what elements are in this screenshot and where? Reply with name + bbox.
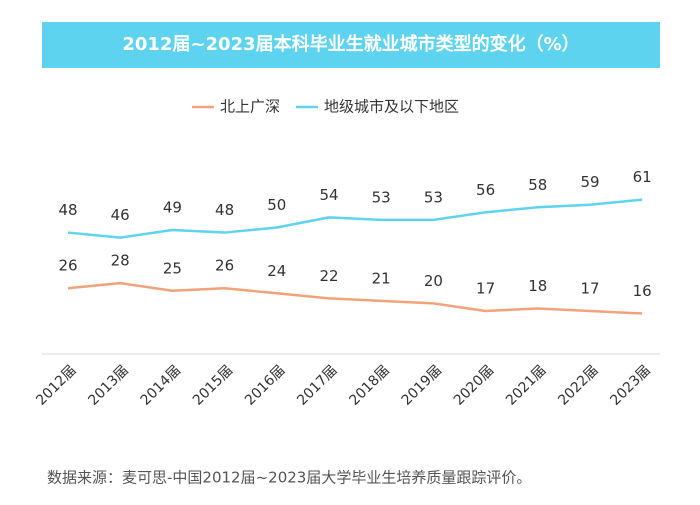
legend-label: 地级城市及以下地区: [324, 98, 459, 116]
x-tick-label: 2016届: [242, 362, 288, 408]
x-tick-label: 2023届: [607, 362, 653, 408]
x-tick-label: 2017届: [294, 362, 340, 408]
x-tick-label: 2019届: [399, 362, 445, 408]
value-label: 17: [476, 279, 495, 297]
value-label: 53: [372, 188, 391, 206]
value-label: 58: [528, 176, 547, 194]
value-label: 50: [267, 196, 286, 214]
value-label: 54: [319, 186, 338, 204]
title-bar: [42, 22, 660, 68]
x-tick-label: 2020届: [451, 362, 497, 408]
x-tick-label: 2018届: [346, 362, 392, 408]
line-series: [67, 198, 643, 239]
x-tick-label: 2022届: [555, 362, 601, 408]
chart-title: 2012届~2023届本科毕业生就业城市类型的变化（%）: [122, 33, 579, 55]
value-label: 46: [111, 206, 130, 224]
value-label: 20: [424, 272, 443, 290]
value-label: 26: [215, 257, 234, 275]
source-note: 数据来源：麦可思-中国2012届~2023届大学毕业生培养质量跟踪评价。: [47, 469, 531, 487]
value-label: 49: [163, 199, 182, 217]
value-label: 56: [476, 181, 495, 199]
value-label: 18: [528, 277, 547, 295]
value-label: 48: [58, 201, 77, 219]
x-tick-label: 2014届: [138, 362, 184, 408]
x-tick-label: 2013届: [85, 362, 131, 408]
value-label: 28: [111, 252, 130, 270]
value-label: 48: [215, 201, 234, 219]
value-label: 53: [424, 188, 443, 206]
value-label: 61: [633, 168, 652, 186]
value-label: 16: [633, 282, 652, 300]
value-label: 26: [58, 257, 77, 275]
value-label: 59: [580, 173, 599, 191]
x-tick-label: 2021届: [503, 362, 549, 408]
x-tick-label: 2012届: [33, 362, 79, 408]
value-label: 24: [267, 262, 286, 280]
value-label: 22: [319, 267, 338, 285]
value-label: 25: [163, 259, 182, 277]
line-series: [67, 281, 643, 315]
x-tick-label: 2015届: [190, 362, 236, 408]
legend-label: 北上广深: [220, 98, 280, 116]
value-label: 21: [372, 269, 391, 287]
value-label: 17: [580, 279, 599, 297]
